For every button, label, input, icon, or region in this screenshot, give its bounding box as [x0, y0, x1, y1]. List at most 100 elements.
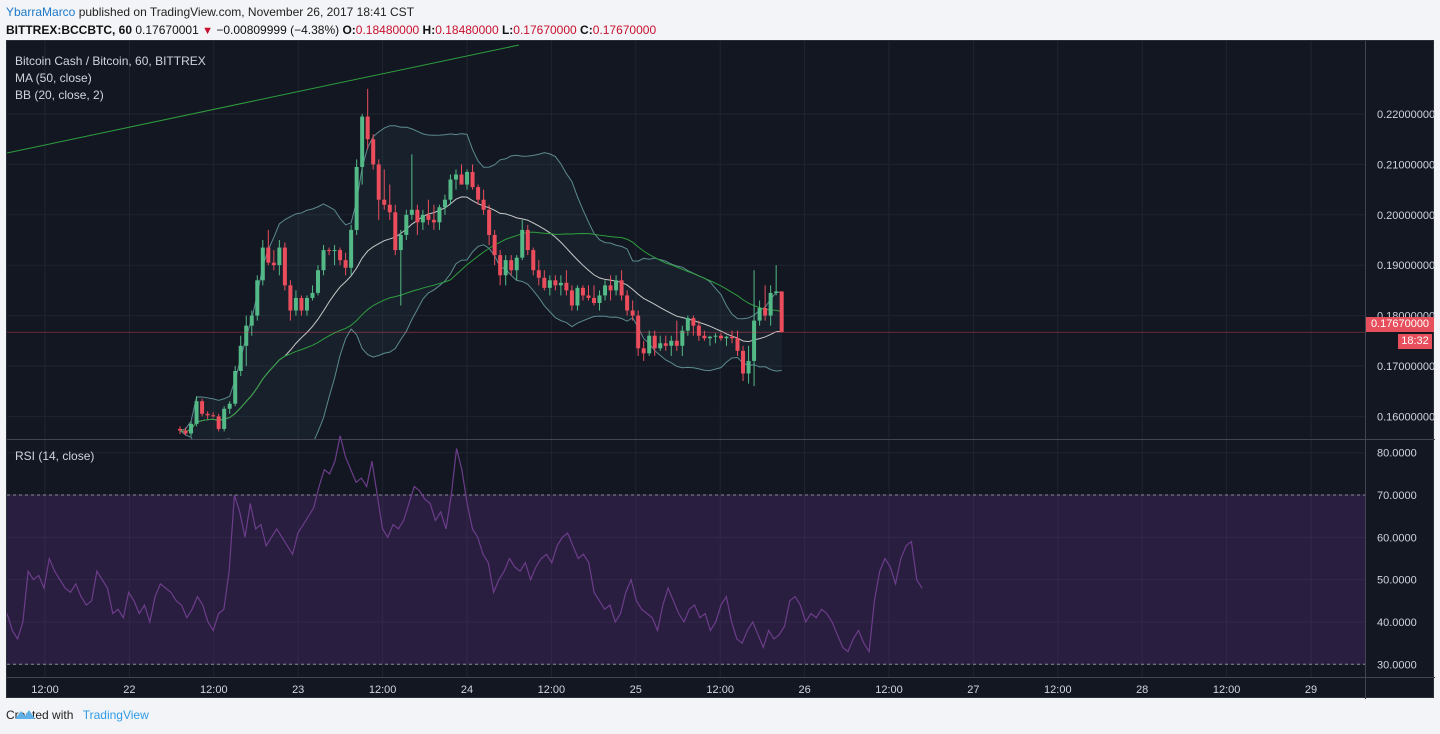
tradingview-link[interactable]: TradingView	[82, 708, 149, 722]
pair-legend: Bitcoin Cash / Bitcoin, 60, BITTREX	[15, 54, 206, 68]
chart-svg[interactable]: 0.160000000.170000000.180000000.19000000…	[7, 41, 1435, 699]
candle-body	[487, 209, 492, 235]
rsi-tick-label: 70.0000	[1377, 490, 1417, 502]
time-tick-label: 24	[461, 684, 473, 696]
time-tick-label: 12:00	[200, 684, 228, 696]
candle-body	[293, 297, 298, 311]
candle-body	[365, 116, 370, 140]
candle-body	[691, 318, 696, 326]
candle-body	[674, 340, 679, 346]
header: YbarraMarco published on TradingView.com…	[0, 0, 1440, 40]
price-tick-label: 0.20000000	[1377, 210, 1435, 222]
candle-body	[393, 212, 398, 251]
candle-body	[288, 285, 293, 311]
candle-body	[470, 171, 475, 188]
candle-body	[266, 247, 271, 263]
candle-body	[343, 260, 348, 268]
candle-body	[216, 416, 221, 429]
candle-body	[426, 214, 431, 220]
candle-body	[757, 308, 762, 321]
low-value: 0.17670000	[513, 23, 577, 37]
rsi-tick-label: 60.0000	[1377, 532, 1417, 544]
low-label: L:	[501, 23, 514, 37]
candle-body	[244, 325, 249, 346]
candle-body	[271, 262, 276, 266]
candle-body	[597, 295, 602, 303]
candle-body	[580, 287, 585, 296]
candle-body	[415, 209, 420, 223]
candle-body	[774, 291, 779, 293]
candle-body	[525, 229, 530, 251]
candle-body	[282, 247, 287, 286]
candle-body	[222, 408, 227, 429]
candle-body	[200, 401, 205, 414]
candle-body	[409, 209, 414, 215]
candle-body	[619, 280, 624, 296]
time-tick-label: 26	[798, 684, 810, 696]
time-tick-label: 22	[123, 684, 135, 696]
candle-body	[503, 260, 508, 276]
candle-body	[498, 255, 503, 276]
down-arrow-icon: ▼	[202, 25, 213, 37]
candle-body	[592, 297, 596, 303]
candle-body	[321, 250, 326, 271]
candle-body	[763, 308, 768, 316]
author-link[interactable]: YbarraMarco	[6, 5, 76, 19]
time-tick-label: 12:00	[875, 684, 903, 696]
candle-body	[768, 292, 773, 316]
candle-body	[304, 297, 309, 311]
price-tick-label: 0.19000000	[1377, 260, 1435, 272]
candle-body	[194, 401, 199, 424]
time-tick-label: 28	[1136, 684, 1148, 696]
candle-body	[260, 247, 265, 281]
candle-body	[481, 199, 486, 210]
candle-body	[707, 336, 712, 339]
candle-body	[316, 270, 320, 293]
bb-legend[interactable]: BB (20, close, 2)	[15, 88, 104, 102]
rsi-tick-label: 30.0000	[1377, 659, 1417, 671]
candle-body	[459, 174, 464, 185]
candle-body	[658, 343, 663, 349]
candle-body	[696, 325, 701, 336]
rsi-tick-label: 80.0000	[1377, 448, 1417, 460]
candle-body	[702, 335, 707, 339]
price-tick-label: 0.16000000	[1377, 411, 1435, 423]
candle-body	[376, 164, 381, 200]
last-price: 0.17670001	[135, 23, 199, 37]
bollinger-upper-line	[179, 125, 782, 431]
bollinger-lower-line	[179, 244, 782, 439]
time-tick-label: 29	[1305, 684, 1317, 696]
candle-body	[178, 428, 182, 431]
candle-body	[277, 247, 282, 266]
price-tick-label: 0.22000000	[1377, 109, 1435, 121]
time-tick-label: 12:00	[369, 684, 397, 696]
publish-text: published on TradingView.com, November 2…	[78, 5, 415, 19]
price-tick-label: 0.21000000	[1377, 159, 1435, 171]
candle-body	[547, 280, 552, 288]
candle-body	[586, 295, 591, 298]
ma-legend[interactable]: MA (50, close)	[15, 71, 92, 85]
rsi-band-fill	[7, 495, 1365, 665]
candle-body	[238, 345, 243, 371]
publish-line: YbarraMarco published on TradingView.com…	[6, 5, 414, 19]
price-tick-label: 0.17000000	[1377, 361, 1435, 373]
candle-body	[752, 320, 757, 361]
candle-body	[641, 348, 646, 354]
symbol-label: BITTREX:BCCBTC, 60	[6, 23, 133, 37]
candle-body	[569, 290, 574, 306]
chart-area[interactable]: 0.160000000.170000000.180000000.19000000…	[6, 40, 1435, 699]
candle-body	[603, 285, 608, 296]
candle-body	[227, 403, 232, 409]
rsi-tick-label: 40.0000	[1377, 617, 1417, 629]
rsi-legend[interactable]: RSI (14, close)	[15, 449, 95, 463]
candle-body	[680, 330, 685, 346]
candle-body	[553, 280, 558, 286]
candle-body	[332, 250, 337, 252]
candle-body	[354, 166, 359, 230]
candle-body	[630, 310, 635, 316]
countdown-tag: 18:32	[1398, 334, 1432, 349]
candle-body	[327, 250, 332, 252]
candle-body	[492, 234, 497, 256]
candle-body	[387, 204, 392, 213]
candle-body	[442, 199, 447, 208]
